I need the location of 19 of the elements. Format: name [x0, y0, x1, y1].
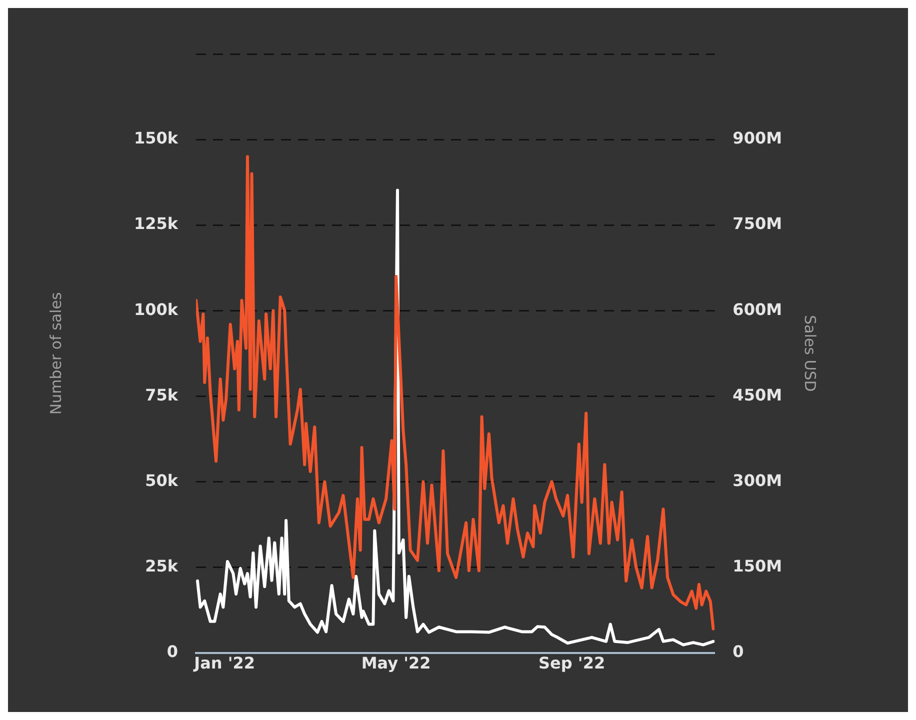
y-tick-label: 50k: [145, 470, 178, 490]
y-tick-label: 150k: [134, 128, 178, 148]
y-tick-label: 100k: [134, 300, 178, 319]
y2-tick-label: 300M: [732, 470, 782, 490]
y2-tick-label: 750M: [732, 214, 782, 234]
y2-tick-label: 450M: [732, 385, 782, 404]
x-tick-label: May '22: [361, 654, 431, 673]
y2-tick-label: 150M: [732, 556, 782, 576]
x-tick-label: Jan '22: [193, 654, 256, 673]
y-tick-label: 0: [166, 642, 178, 661]
y2-tick-label: 900M: [732, 128, 782, 148]
y2-axis-title: Sales USD: [801, 315, 820, 392]
y-tick-label: 25k: [145, 556, 178, 576]
y-tick-label: 125k: [134, 214, 178, 234]
y2-tick-label: 600M: [732, 300, 782, 319]
y2-tick-label: 0: [732, 642, 744, 661]
y-axis-title: Number of sales: [46, 292, 65, 415]
y-tick-label: 75k: [145, 385, 178, 404]
x-tick-label: Sep '22: [538, 654, 606, 673]
